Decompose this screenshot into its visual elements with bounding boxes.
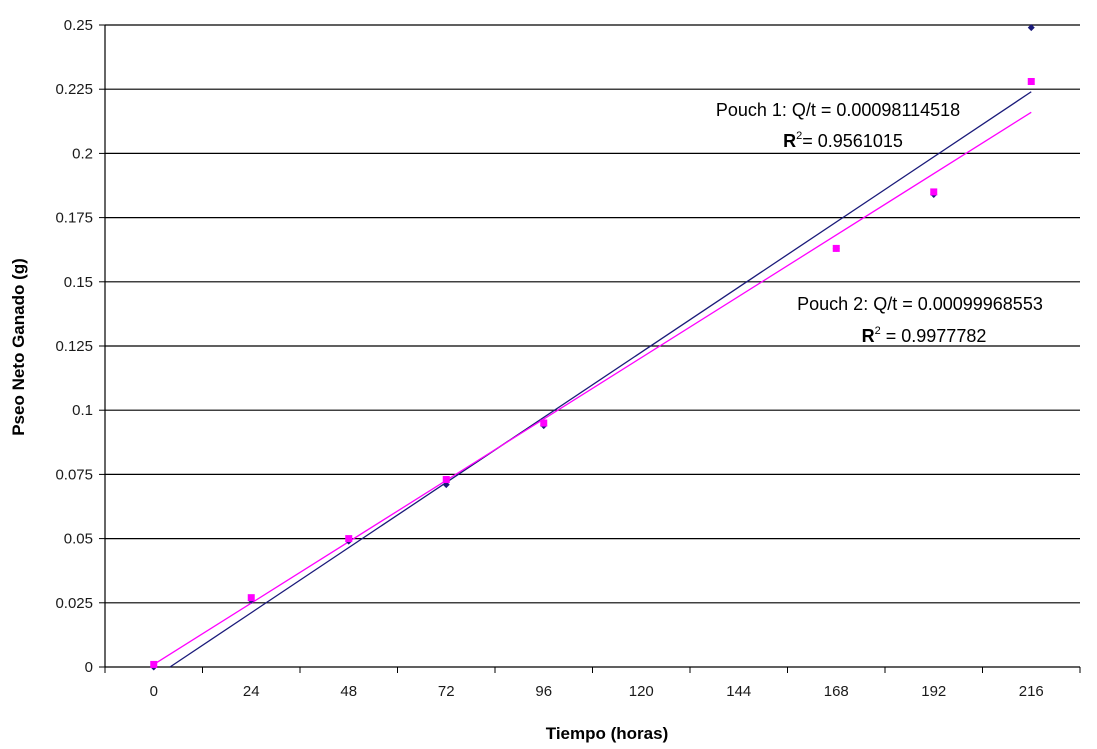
point-series-1 [1027,24,1035,32]
x-tick-label: 120 [629,683,654,700]
y-tick-label: 0.225 [55,81,93,98]
pouch2-r-exponent: 2 [875,325,881,337]
point-series-2 [442,476,450,484]
data-points [150,24,1035,671]
y-tick-label: 0.075 [55,466,93,483]
y-axis-title: Pseo Neto Ganado (g) [9,258,28,436]
x-tick-label: 192 [921,683,946,700]
y-tick-label: 0.05 [64,531,93,548]
pouch1-r-exponent: 2 [796,130,802,142]
y-tick-label: 0.1 [72,402,93,419]
tick-labels: 0 0.025 0.05 0.075 0.1 0.125 0.15 0.175 0.2 0.225… [55,17,1043,700]
y-tick-label: 0.2 [72,145,93,162]
trendlines [153,91,1032,668]
y-tick-label: 0.175 [55,210,93,227]
pouch2-r-squared: R2 = 0.9977782 [862,325,987,346]
x-tick-label: 0 [150,683,158,700]
y-tick-label: 0.15 [64,274,93,291]
pouch2-r-value: = 0.9977782 [881,326,987,346]
x-tick-label: 24 [243,683,260,700]
point-series-2 [1027,77,1035,85]
point-series-2 [345,535,353,543]
x-tick-label: 96 [535,683,552,700]
x-tick-label: 216 [1019,683,1044,700]
y-tick-label: 0.025 [55,595,93,612]
x-axis-title: Tiempo (horas) [546,724,668,743]
y-tick-label: 0 [85,659,93,676]
point-series-2 [150,660,158,668]
x-tick-label: 48 [340,683,357,700]
pouch1-annotation: Pouch 1: Q/t = 0.00098114518 R2= 0.95610… [716,100,960,151]
pouch2-r-label: R [862,326,875,346]
pouch1-r-value: = 0.9561015 [802,131,903,151]
x-tick-label: 72 [438,683,455,700]
x-tick-label: 168 [824,683,849,700]
axes [99,24,1081,673]
point-series-2 [832,244,840,252]
x-tick-label: 144 [726,683,751,700]
pouch1-r-squared: R2= 0.9561015 [783,130,903,151]
point-series-2 [540,419,548,427]
trendline-series-2 [153,111,1032,665]
pouch2-annotation: Pouch 2: Q/t = 0.00099968553 R2 = 0.9977… [797,294,1043,346]
gridlines [105,24,1080,604]
y-tick-label: 0.25 [64,17,93,34]
pouch1-equation: Pouch 1: Q/t = 0.00098114518 [716,100,960,120]
y-tick-label: 0.125 [55,338,93,355]
point-series-2 [247,594,255,602]
pouch2-equation: Pouch 2: Q/t = 0.00099968553 [797,294,1043,314]
pouch1-r-label: R [783,131,796,151]
trendline-series-1 [169,91,1032,668]
point-series-2 [930,188,938,196]
